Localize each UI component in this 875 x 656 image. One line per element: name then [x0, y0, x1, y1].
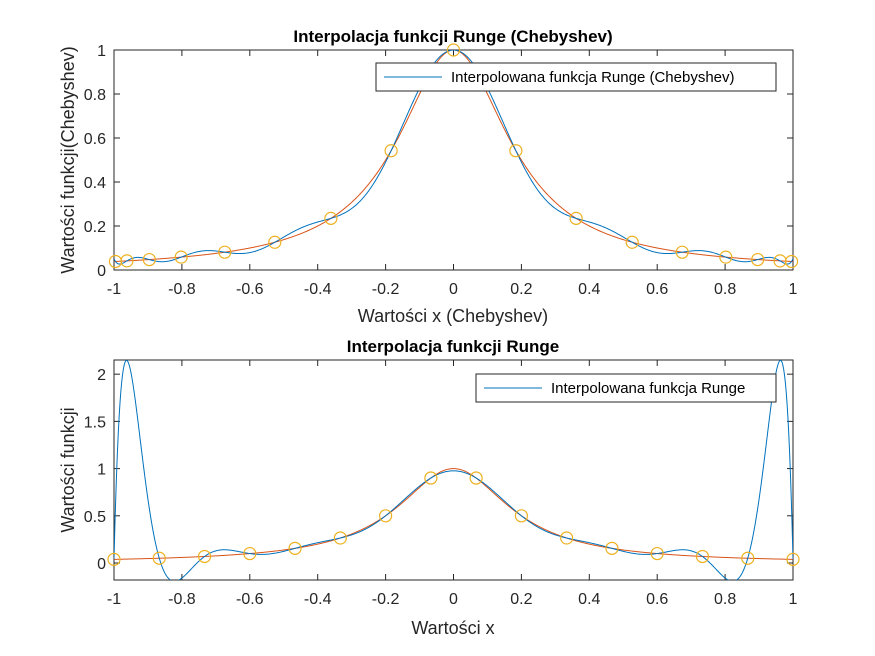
interpolation-node: [741, 551, 755, 565]
interpolation-node: [514, 509, 529, 523]
runge-function-line: [114, 468, 793, 560]
y-tick-label: 2: [97, 367, 106, 384]
x-tick-label: 0: [449, 281, 458, 298]
interpolation-node: [243, 546, 257, 561]
x-tick-label: -0.2: [372, 281, 400, 298]
x-tick-label: -0.2: [372, 591, 400, 608]
interpolation-node: [197, 549, 212, 564]
chart-title-top: Interpolacja funkcji Runge (Chebyshev): [293, 27, 612, 46]
interpolation-node: [605, 541, 619, 555]
x-tick-label: 0.2: [510, 591, 532, 608]
legend-label-bottom: Interpolowana funkcja Runge: [551, 380, 745, 397]
y-tick-label: 0: [97, 263, 106, 280]
y-tick-label: 0.4: [84, 175, 106, 192]
interpolation-node: [675, 245, 689, 259]
interpolation-node: [384, 144, 398, 158]
interpolation-node: [152, 551, 166, 565]
x-tick-label: -0.8: [168, 281, 196, 298]
y-tick-label: 1: [97, 43, 106, 60]
legend-bottom: Interpolowana funkcja Runge: [475, 373, 777, 403]
interpolation-node: [625, 235, 639, 249]
x-tick-label: 1: [789, 591, 798, 608]
equispaced-nodes: [107, 471, 800, 566]
x-tick-label: 0.6: [646, 281, 668, 298]
subplot-chebyshev: -1 -0.8 -0.6 -0.4 -0.2 0 0.2 0.4 0.6 0.8 1 0 0.2 0.4…: [58, 27, 799, 326]
x-tick-label: 0: [449, 591, 458, 608]
x-tick-label: -0.4: [304, 591, 332, 608]
y-tick-label: 0.8: [84, 87, 106, 104]
y-tick-labels-top: 0 0.2 0.4 0.6 0.8 1: [84, 43, 106, 280]
equispaced-interpolant-line: [114, 360, 793, 580]
legend-box-top: [375, 62, 777, 92]
interpolation-node: [333, 531, 347, 545]
x-axis-label-top: Wartości x (Chebyshev): [358, 306, 548, 326]
y-tick-label: 0.2: [84, 219, 106, 236]
interpolation-node: [719, 250, 733, 264]
interpolation-node: [695, 549, 710, 564]
interpolation-node: [469, 471, 483, 485]
x-tick-label: -0.4: [304, 281, 332, 298]
y-axis-label-top: Wartości funkcji(Chebyshev): [58, 46, 78, 273]
x-tick-label: -0.6: [236, 591, 264, 608]
interpolation-node: [786, 552, 800, 566]
y-axis-label-bottom: Wartości funkcji: [58, 407, 78, 532]
x-tick-label: 0.4: [578, 591, 600, 608]
interpolation-node: [218, 245, 232, 259]
x-tick-label: 1: [789, 281, 798, 298]
y-tick-label: 1: [97, 462, 106, 479]
y-tick-labels-bottom: 0 0.5 1 1.5 2: [84, 367, 106, 573]
interpolation-node: [784, 254, 799, 269]
interpolation-node: [379, 509, 393, 523]
interpolation-node: [120, 254, 134, 268]
y-tick-label: 0.5: [84, 509, 106, 526]
y-tick-label: 1.5: [84, 414, 106, 431]
interpolation-node: [560, 531, 574, 545]
x-tick-labels-top: -1 -0.8 -0.6 -0.4 -0.2 0 0.2 0.4 0.6 0.8 1: [107, 281, 798, 298]
runge-function-line: [114, 50, 793, 263]
interpolation-node: [107, 552, 121, 566]
interpolation-node: [288, 541, 302, 555]
x-tick-labels-bottom: -1 -0.8 -0.6 -0.4 -0.2 0 0.2 0.4 0.6 0.8 1: [107, 591, 798, 608]
tick-marks-bottom: [113, 360, 794, 580]
chebyshev-interpolant-line: [114, 50, 793, 265]
interpolation-node: [446, 43, 461, 57]
chebyshev-nodes: [108, 43, 799, 269]
chart-title-bottom: Interpolacja funkcji Runge: [347, 337, 560, 356]
interpolation-node: [324, 211, 338, 225]
legend-top: Interpolowana funkcja Runge (Chebyshev): [375, 62, 777, 92]
x-tick-label: -0.6: [236, 281, 264, 298]
x-tick-label: 0.2: [510, 281, 532, 298]
legend-label-top: Interpolowana funkcja Runge (Chebyshev): [451, 69, 735, 86]
tick-marks-top: [113, 49, 794, 271]
interpolation-node: [509, 144, 523, 158]
interpolation-node: [174, 250, 188, 264]
interpolation-node: [268, 235, 282, 249]
interpolation-node: [751, 252, 765, 267]
x-tick-label: 0.8: [714, 591, 736, 608]
y-tick-label: 0: [97, 556, 106, 573]
x-axis-label-bottom: Wartości x: [411, 618, 494, 638]
x-tick-label: 0.6: [646, 591, 668, 608]
x-tick-label: -1: [107, 591, 121, 608]
x-tick-label: 0.4: [578, 281, 600, 298]
interpolation-node: [142, 252, 156, 267]
interpolation-node: [569, 211, 583, 225]
x-tick-label: -1: [107, 281, 121, 298]
subplot-equispaced: -1 -0.8 -0.6 -0.4 -0.2 0 0.2 0.4 0.6 0.8 1 0 0.5 1 1.…: [58, 337, 800, 638]
x-tick-label: -0.8: [168, 591, 196, 608]
y-tick-label: 0.6: [84, 131, 106, 148]
interpolation-node: [650, 546, 664, 561]
interpolation-node: [424, 471, 438, 485]
x-tick-label: 0.8: [714, 281, 736, 298]
